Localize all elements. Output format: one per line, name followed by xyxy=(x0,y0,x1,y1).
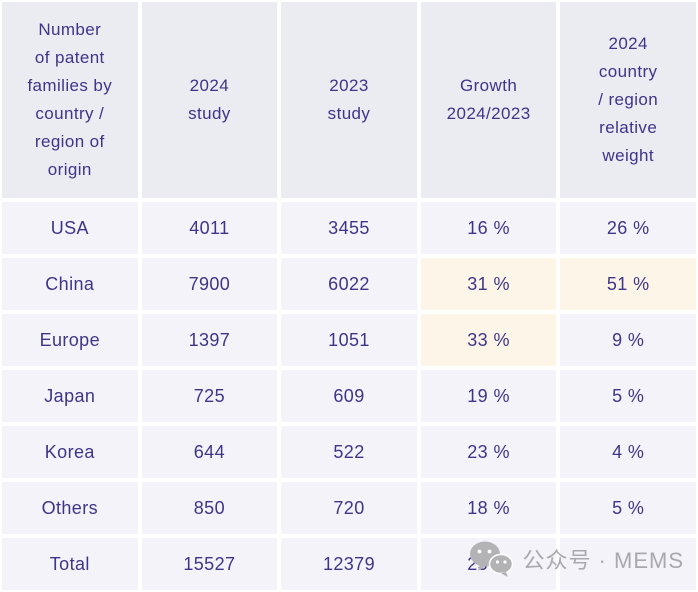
cell-usa-2024-study: 4011 xyxy=(141,202,278,254)
row-label-japan: Japan xyxy=(2,370,138,422)
header-2024-study: 2024 study xyxy=(141,2,278,198)
cell-others-2024-study: 850 xyxy=(141,482,278,534)
row-label-europe: Europe xyxy=(2,314,138,366)
header-growth: Growth 2024/2023 xyxy=(420,2,557,198)
cell-others-growth: 18 % xyxy=(420,482,557,534)
cell-total-2023-study: 12379 xyxy=(281,538,417,590)
row-label-korea: Korea xyxy=(2,426,138,478)
cell-japan-2023-study: 609 xyxy=(281,370,417,422)
cell-japan-2024-study: 725 xyxy=(141,370,278,422)
row-label-total: Total xyxy=(2,538,138,590)
cell-korea-weight: 4 % xyxy=(560,426,696,478)
cell-total-weight xyxy=(560,538,696,590)
cell-others-weight: 5 % xyxy=(560,482,696,534)
cell-total-growth: 25 % xyxy=(420,538,557,590)
row-label-usa: USA xyxy=(2,202,138,254)
cell-korea-2024-study: 644 xyxy=(141,426,278,478)
cell-korea-growth: 23 % xyxy=(420,426,557,478)
header-2023-study: 2023 study xyxy=(281,2,417,198)
cell-usa-growth: 16 % xyxy=(420,202,557,254)
cell-europe-growth: 33 % xyxy=(420,314,557,366)
cell-europe-2023-study: 1051 xyxy=(281,314,417,366)
header-row-label: Number of patent families by country / r… xyxy=(2,2,138,198)
cell-japan-growth: 19 % xyxy=(420,370,557,422)
cell-korea-2023-study: 522 xyxy=(281,426,417,478)
row-label-others: Others xyxy=(2,482,138,534)
cell-japan-weight: 5 % xyxy=(560,370,696,422)
cell-others-2023-study: 720 xyxy=(281,482,417,534)
cell-usa-weight: 26 % xyxy=(560,202,696,254)
cell-china-weight: 51 % xyxy=(560,258,696,310)
cell-china-2024-study: 7900 xyxy=(141,258,278,310)
cell-china-2023-study: 6022 xyxy=(281,258,417,310)
cell-europe-2024-study: 1397 xyxy=(141,314,278,366)
cell-total-2024-study: 15527 xyxy=(141,538,278,590)
cell-usa-2023-study: 3455 xyxy=(281,202,417,254)
cell-europe-weight: 9 % xyxy=(560,314,696,366)
header-relative-weight: 2024 country / region relative weight xyxy=(560,2,696,198)
cell-china-growth: 31 % xyxy=(420,258,557,310)
row-label-china: China xyxy=(2,258,138,310)
